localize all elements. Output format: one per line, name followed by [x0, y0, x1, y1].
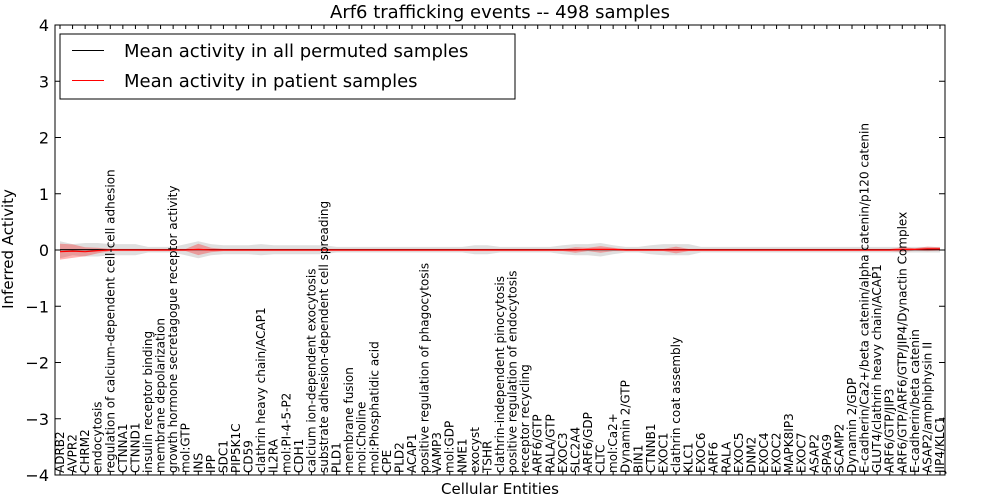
x-tick-label: calcium ion-dependent exocytosis — [304, 269, 318, 474]
x-tick-label: SPAG9 — [820, 434, 834, 473]
x-tick-label: mol:Choline — [355, 402, 369, 473]
x-tick-label: CLTC — [594, 445, 608, 473]
x-tick-label: NME1 — [455, 438, 469, 473]
y-axis-label: Inferred Activity — [0, 189, 17, 309]
x-tick-label: ADRB2 — [53, 431, 67, 473]
y-tick-label: 0 — [39, 241, 49, 260]
y-tick-label: 2 — [39, 129, 49, 148]
x-tick-label: clathrin heavy chain/ACAP1 — [254, 307, 268, 473]
y-tick-label: 4 — [39, 16, 49, 35]
x-tick-label: IPP — [204, 455, 218, 473]
x-tick-label: PLD2 — [392, 442, 406, 473]
x-tick-label: regulation of calcium-dependent cell-cel… — [103, 169, 117, 473]
patient-mean-line — [59, 248, 940, 253]
legend-label-permuted: Mean activity in all permuted samples — [124, 41, 468, 62]
x-tick-label: CDH1 — [292, 439, 306, 473]
x-tick-label: membrane depolarization — [154, 318, 168, 473]
x-tick-label: RALA/GTP — [543, 414, 557, 473]
x-tick-label: ASAP2 — [807, 434, 821, 473]
y-tick-label: −4 — [25, 466, 49, 485]
plot-area: −4−3−2−101234ADRB2AVPR2CHRM2endocytosisr… — [25, 16, 947, 485]
x-tick-label: ARF6/GTP — [531, 414, 545, 473]
x-tick-label: GLUT4/clathrin heavy chain/ACAP1 — [870, 264, 884, 473]
y-tick-label: −3 — [25, 410, 49, 429]
x-tick-label: ARF6 — [707, 442, 721, 473]
x-tick-label: mol:Phosphatidic acid — [367, 341, 381, 473]
x-tick-label: CHRM2 — [78, 429, 92, 473]
x-tick-label: EXOC6 — [694, 433, 708, 474]
x-tick-label: INS — [191, 453, 205, 473]
x-tick-label: ARF6/GDP — [581, 412, 595, 473]
axes-frame — [54, 24, 946, 476]
x-tick-label: exocyst — [468, 427, 482, 473]
x-tick-label: MAPK8IP3 — [782, 413, 796, 473]
x-tick-label: mol:Ca2+ — [606, 413, 620, 473]
x-tick-label: EXOC7 — [795, 433, 809, 474]
x-tick-label: SCAMP2 — [832, 424, 846, 473]
x-tick-label: positive regulation of endocytosis — [506, 270, 520, 473]
x-tick-label: substrate adhesion-dependent cell spread… — [317, 201, 331, 473]
x-tick-label: JIP4/KLC1 — [933, 416, 947, 474]
x-tick-label: EXOC5 — [732, 433, 746, 474]
x-tick-label: TSHR — [480, 441, 494, 474]
legend-box — [59, 33, 516, 100]
x-tick-label: SDC1 — [216, 440, 230, 473]
x-tick-label: KLC1 — [682, 442, 696, 473]
x-tick-label: EXOC1 — [656, 433, 670, 474]
x-tick-label: membrane fusion — [342, 367, 356, 473]
x-tick-label: CPE — [380, 450, 394, 473]
y-tick-label: −2 — [25, 354, 49, 373]
x-tick-label: positive regulation of phagocytosis — [418, 263, 432, 473]
x-tick-label: growth hormone secretagogue receptor act… — [166, 186, 180, 473]
y-tick-label: 3 — [39, 72, 49, 91]
x-tick-label: AVPR2 — [66, 434, 80, 473]
x-tick-label: Dynamin 2/GDP — [845, 378, 859, 473]
x-tick-label: VAMP3 — [430, 432, 444, 473]
x-axis-label: Cellular Entities — [441, 480, 559, 498]
x-tick-label: IL2RA — [267, 438, 281, 473]
x-tick-label: mol:GTP — [179, 423, 193, 473]
x-tick-label: E-cadherin/Ca2+/beta catenin/alpha caten… — [858, 123, 872, 473]
x-tick-label: endocytosis — [91, 401, 105, 473]
x-tick-label: E-cadherin/beta catenin — [908, 329, 922, 473]
x-tick-label: RALA — [719, 441, 733, 473]
x-tick-label: CD59 — [242, 440, 256, 473]
x-tick-label: insulin receptor binding — [141, 331, 155, 473]
x-tick-label: EXOC3 — [556, 433, 570, 474]
x-tick-label: CTNND1 — [128, 422, 142, 473]
y-tick-label: 1 — [39, 185, 49, 204]
x-tick-label: ACAP1 — [405, 434, 419, 473]
legend-label-patient: Mean activity in patient samples — [124, 71, 418, 92]
x-tick-label: ARF6/GTP/ARF6/GTP/JIP4/Dynactin Complex — [895, 212, 909, 473]
chart-title: Arf6 trafficking events -- 498 samples — [330, 2, 670, 23]
x-tick-label: PIP5K1C — [229, 423, 243, 473]
x-tick-label: CTNNA1 — [116, 423, 130, 473]
x-tick-label: CTNNB1 — [644, 423, 658, 473]
legend: Mean activity in all permuted samples Me… — [59, 33, 516, 100]
x-tick-label: clathrin coat assembly — [669, 337, 683, 473]
x-tick-label: mol:GDP — [443, 421, 457, 473]
x-tick-label: ARF6/GTP/JIP3 — [883, 388, 897, 473]
x-tick-label: DNM2 — [744, 437, 758, 473]
x-tick-label: SLC2A4 — [568, 427, 582, 473]
y-tick-label: −1 — [25, 297, 49, 316]
x-tick-label: Dynamin 2/GTP — [619, 380, 633, 473]
x-tick-label: BIN1 — [631, 445, 645, 473]
x-tick-label: ASAP2/amphiphysin II — [920, 342, 934, 473]
x-tick-label: EXOC2 — [770, 433, 784, 474]
x-tick-label: receptor recycling — [518, 364, 532, 473]
x-tick-label: clathrin-independent pinocytosis — [493, 276, 507, 473]
x-tick-label: EXOC4 — [757, 433, 771, 474]
x-tick-label: mol:PI-4-5-P2 — [279, 393, 293, 473]
x-tick-label: PLD1 — [330, 442, 344, 473]
